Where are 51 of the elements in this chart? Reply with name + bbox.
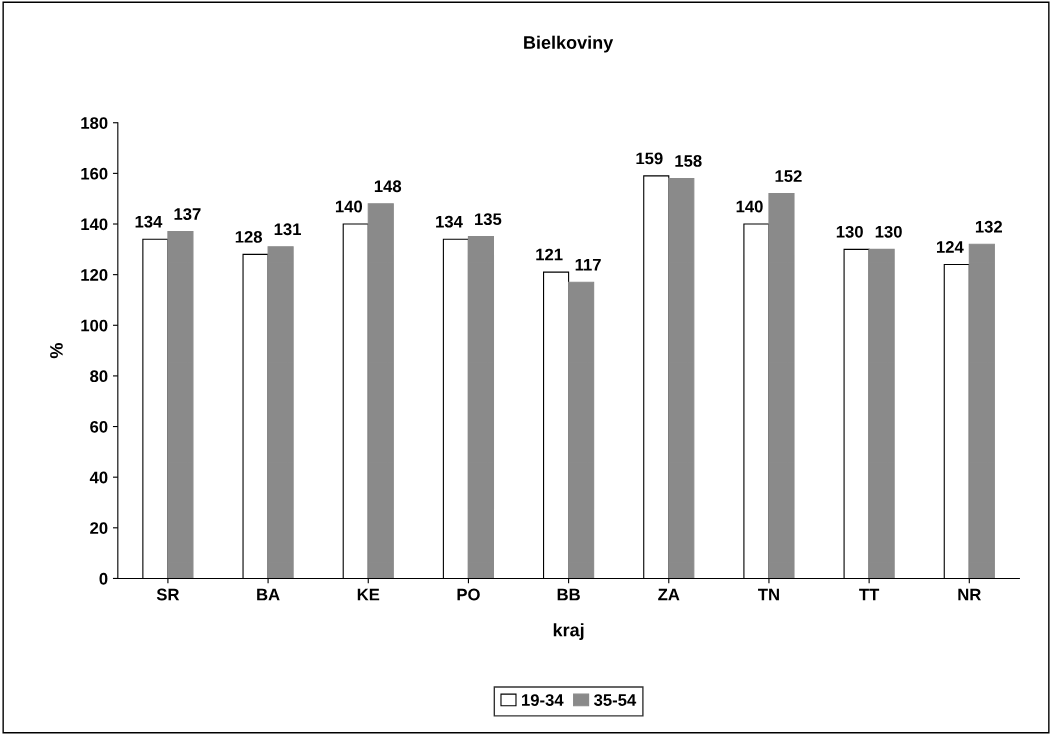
x-tick-label: KE bbox=[357, 588, 380, 601]
data-label: 132 bbox=[975, 220, 1002, 233]
data-label: 130 bbox=[836, 225, 863, 238]
data-label: 134 bbox=[436, 215, 463, 228]
x-tick-label: TT bbox=[859, 588, 880, 601]
x-tick-label: SR bbox=[156, 588, 180, 601]
data-label: 131 bbox=[274, 223, 301, 236]
data-label: 121 bbox=[536, 248, 563, 261]
bar bbox=[267, 246, 294, 579]
x-tick-label: PO bbox=[457, 588, 480, 601]
data-label: 128 bbox=[235, 230, 263, 243]
data-label: 117 bbox=[575, 258, 601, 271]
y-tick-label: 120 bbox=[81, 269, 108, 281]
data-label: 159 bbox=[636, 152, 663, 165]
x-tick-label: NR bbox=[958, 588, 981, 601]
data-label: 158 bbox=[675, 155, 702, 167]
data-label: 124 bbox=[936, 241, 964, 253]
y-tick-label: 80 bbox=[90, 370, 108, 383]
data-label: 137 bbox=[174, 208, 201, 220]
data-label: 130 bbox=[875, 225, 902, 238]
data-label: 134 bbox=[135, 215, 163, 228]
x-axis-title: kraj bbox=[553, 623, 584, 640]
bar bbox=[467, 236, 495, 579]
y-tick-label: 140 bbox=[81, 218, 108, 231]
y-tick-label: 0 bbox=[99, 572, 108, 585]
legend-label: 19-34 bbox=[522, 694, 564, 706]
bar bbox=[868, 248, 895, 579]
bar bbox=[668, 177, 695, 579]
x-tick-label: BA bbox=[257, 588, 280, 601]
x-tick-label: BB bbox=[557, 588, 580, 601]
bar bbox=[568, 281, 595, 579]
bar bbox=[768, 193, 795, 579]
y-tick-label: 160 bbox=[81, 167, 108, 180]
data-label: 140 bbox=[335, 200, 363, 213]
y-axis-title: % bbox=[50, 343, 63, 359]
x-tick-label: TN bbox=[758, 588, 779, 601]
legend-label: 35-54 bbox=[593, 694, 637, 706]
bar bbox=[968, 243, 995, 579]
data-label: 148 bbox=[374, 180, 402, 193]
y-tick-label: 180 bbox=[81, 117, 108, 129]
y-tick-label: 40 bbox=[89, 471, 108, 484]
chart-title: Bielkoviny bbox=[524, 35, 614, 53]
data-label: 152 bbox=[775, 170, 802, 182]
bar bbox=[167, 231, 194, 579]
y-tick-label: 60 bbox=[90, 420, 108, 433]
x-tick-label: ZA bbox=[658, 588, 680, 601]
data-label: 135 bbox=[475, 213, 502, 226]
y-tick-label: 20 bbox=[90, 522, 108, 535]
data-label: 140 bbox=[736, 200, 763, 213]
y-tick-label: 100 bbox=[81, 319, 108, 332]
bar bbox=[367, 203, 394, 579]
